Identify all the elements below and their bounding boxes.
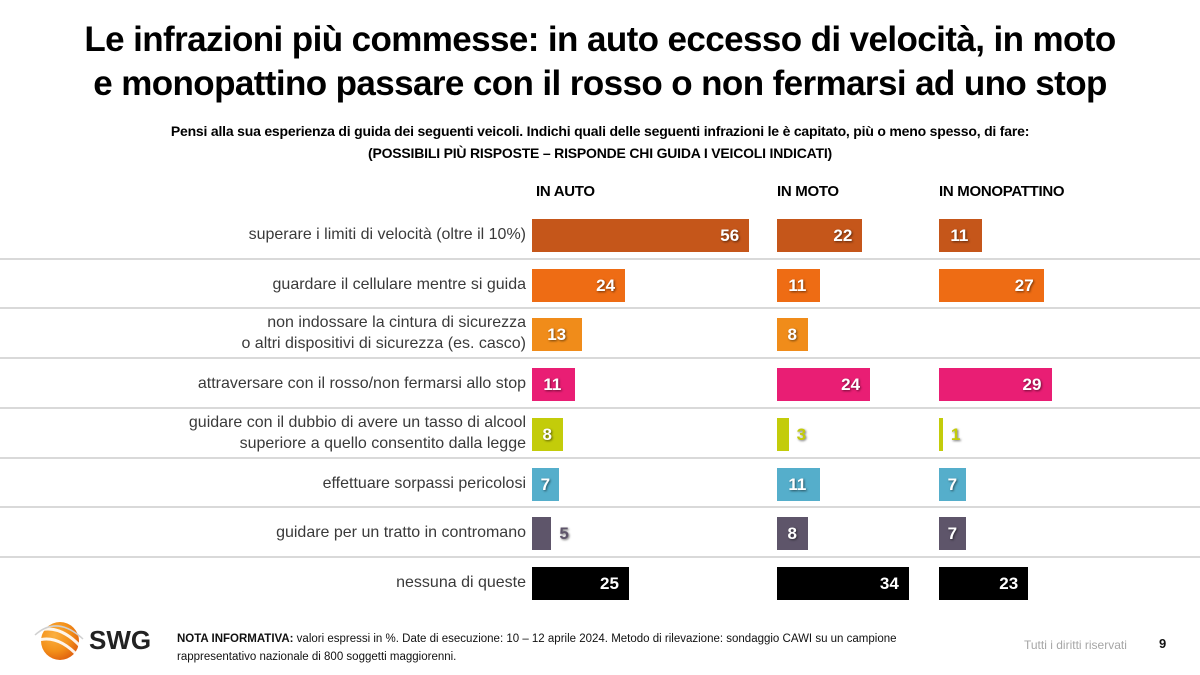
copyright-text: Tutti i diritti riservati [1024,638,1127,652]
row-separator [0,506,1200,509]
bar [939,417,943,451]
bar [777,467,820,501]
data-label: 11 [788,474,807,494]
bar [777,318,809,352]
data-label: 7 [540,474,551,494]
title-line-2: e monopattino passare con il rosso o non… [93,64,1107,103]
column-header-moto: IN MOTO [777,183,839,200]
data-label: 7 [947,524,958,544]
bar [939,467,967,501]
bar [532,417,564,451]
data-label: 56 [720,226,740,245]
data-label: 25 [600,573,619,593]
subtitle-line-1: Pensi alla sua esperienza di guida dei s… [170,123,1030,139]
bar [532,566,629,600]
data-label: 13 [547,325,567,345]
category-label: effettuare sorpassi pericolosi [322,474,526,492]
bar [532,318,583,352]
data-label: 22 [833,226,853,245]
bar [532,368,575,402]
bar [777,368,871,402]
subtitle-line-2: (POSSIBILI PIÙ RISPOSTE – RISPONDE CHI G… [367,145,833,161]
bar [939,219,982,252]
data-label: 23 [999,573,1019,593]
bar [939,268,1044,302]
page-number: 9 [1159,636,1167,651]
bar [532,467,560,501]
row-separator [0,555,1200,558]
row-separator [0,456,1200,459]
bar [939,368,1052,402]
column-header-auto: IN AUTO [536,183,595,200]
data-label: 34 [879,573,899,593]
row-separator [0,406,1200,409]
bar [532,268,626,302]
globe-icon [34,622,84,660]
data-label: 8 [542,424,552,444]
column-header-monopattino: IN MONOPATTINO [939,183,1065,200]
data-label: 8 [787,325,797,345]
bar [777,517,809,551]
logo-text: SWG [89,625,152,655]
category-label: guardare il cellulare mentre si guida [272,275,526,293]
category-label: guidare per un tratto in contromano [276,524,526,542]
bar [777,417,789,451]
swg-logo: SWG [33,617,153,663]
data-label: 11 [543,375,562,395]
data-label: 24 [841,375,861,395]
slide-title: Le infrazioni più commesse: in auto ecce… [0,18,1200,106]
bar [777,219,863,252]
data-label: 24 [596,275,616,295]
category-label: guidare con il dubbio di avere un tasso … [188,413,526,452]
data-label: 11 [788,275,807,295]
data-label: 5 [559,524,569,544]
bar [532,219,750,252]
data-label: 1 [950,424,961,444]
row-separator [0,307,1200,310]
bar [939,566,1029,600]
category-label: superare i limiti di velocità (oltre il … [248,226,526,243]
title-line-1: Le infrazioni più commesse: in auto ecce… [84,20,1116,59]
category-label: nessuna di queste [396,573,526,591]
footnote: NOTA INFORMATIVA: valori espressi in %. … [177,630,957,666]
data-label: 27 [1014,275,1034,295]
data-label: 11 [950,226,969,245]
data-label: 7 [947,474,958,494]
bar [777,566,909,600]
footnote-text: valori espressi in %. Date di esecuzione… [177,633,897,663]
category-label: attraversare con il rosso/non fermarsi a… [197,375,526,393]
bar [939,517,967,551]
row-separator [0,357,1200,360]
data-label: 3 [796,424,807,444]
question-text: Pensi alla sua esperienza di guida dei s… [0,120,1200,164]
bar [532,517,552,551]
data-label: 8 [787,524,797,544]
data-label: 29 [1022,375,1042,395]
category-label: non indossare la cintura di sicurezza o a… [241,314,526,353]
row-separator [0,257,1200,260]
footnote-label: NOTA INFORMATIVA: [177,633,294,645]
bar [777,268,820,302]
